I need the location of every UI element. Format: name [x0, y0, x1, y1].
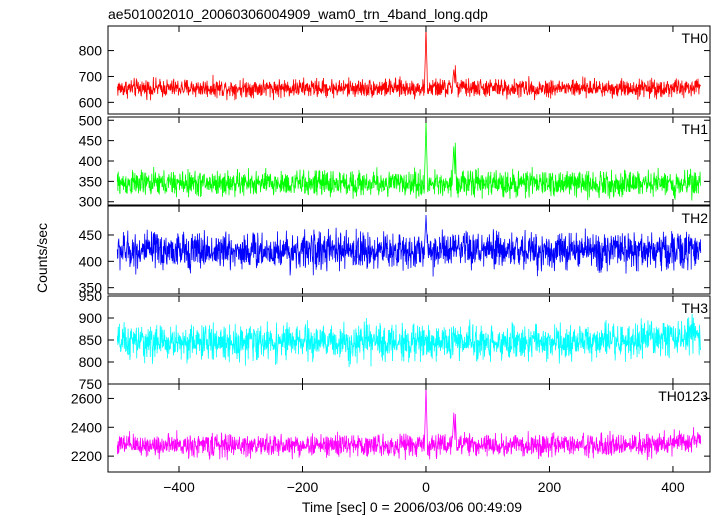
y-tick-label: 300: [79, 194, 103, 210]
panel-label: TH0123: [658, 388, 708, 404]
y-tick-label: 400: [79, 253, 103, 269]
y-tick-label: 500: [79, 112, 103, 128]
panels-group: 600 700 800 TH0 300 350 400 450 500 TH1 350 400 450 T…: [71, 25, 711, 473]
panel-label: TH3: [682, 300, 709, 316]
y-tick-label: 600: [79, 94, 103, 110]
x-tick-label: −400: [163, 479, 195, 495]
y-tick-label: 800: [79, 354, 103, 370]
series-trace-th2: [116, 214, 702, 277]
y-tick-label: 450: [79, 133, 103, 149]
panel-label: TH0: [682, 30, 709, 46]
y-tick-label: 450: [79, 227, 103, 243]
panel-label: TH2: [682, 210, 709, 226]
series-trace-th3: [116, 313, 702, 368]
series-trace-th1: [116, 120, 702, 201]
x-tick-label: 200: [538, 479, 562, 495]
x-axis: −400 −200 0 200 400: [163, 479, 685, 495]
series-trace-th0: [116, 26, 701, 101]
y-tick-label: 2200: [71, 448, 102, 464]
panel-frame: [107, 205, 711, 295]
x-tick-label: 400: [661, 479, 685, 495]
y-axis-label: Counts/sec: [34, 223, 50, 293]
panel-th3: 750 800 850 900 950 TH3: [79, 288, 711, 392]
y-tick-label: 350: [79, 280, 103, 296]
x-tick-label: 0: [422, 479, 430, 495]
panel-frame: [107, 383, 711, 473]
series-trace-th0123: [116, 385, 702, 461]
panel-th1: 300 350 400 450 500 TH1: [79, 112, 711, 210]
y-tick-label: 2400: [71, 419, 102, 435]
y-tick-label: 700: [79, 68, 103, 84]
y-tick-label: 800: [79, 43, 103, 59]
panel-th2: 350 400 450 TH2: [79, 205, 711, 296]
panel-th0123: 2200 2400 2600 TH0123: [71, 383, 711, 473]
x-axis-label: Time [sec] 0 = 2006/03/06 00:49:09: [302, 499, 522, 515]
panel-th0: 600 700 800 TH0: [79, 25, 711, 115]
panel-label: TH1: [682, 121, 709, 137]
y-tick-label: 350: [79, 173, 103, 189]
y-tick-label: 900: [79, 310, 103, 326]
chart-title: ae501002010_20060306004909_wam0_trn_4ban…: [108, 6, 488, 22]
panel-frame: [107, 25, 711, 115]
y-tick-label: 750: [79, 376, 103, 392]
y-tick-label: 950: [79, 288, 103, 304]
x-tick-label: −200: [287, 479, 319, 495]
y-tick-label: 850: [79, 332, 103, 348]
y-tick-label: 2600: [71, 390, 102, 406]
y-tick-label: 400: [79, 153, 103, 169]
